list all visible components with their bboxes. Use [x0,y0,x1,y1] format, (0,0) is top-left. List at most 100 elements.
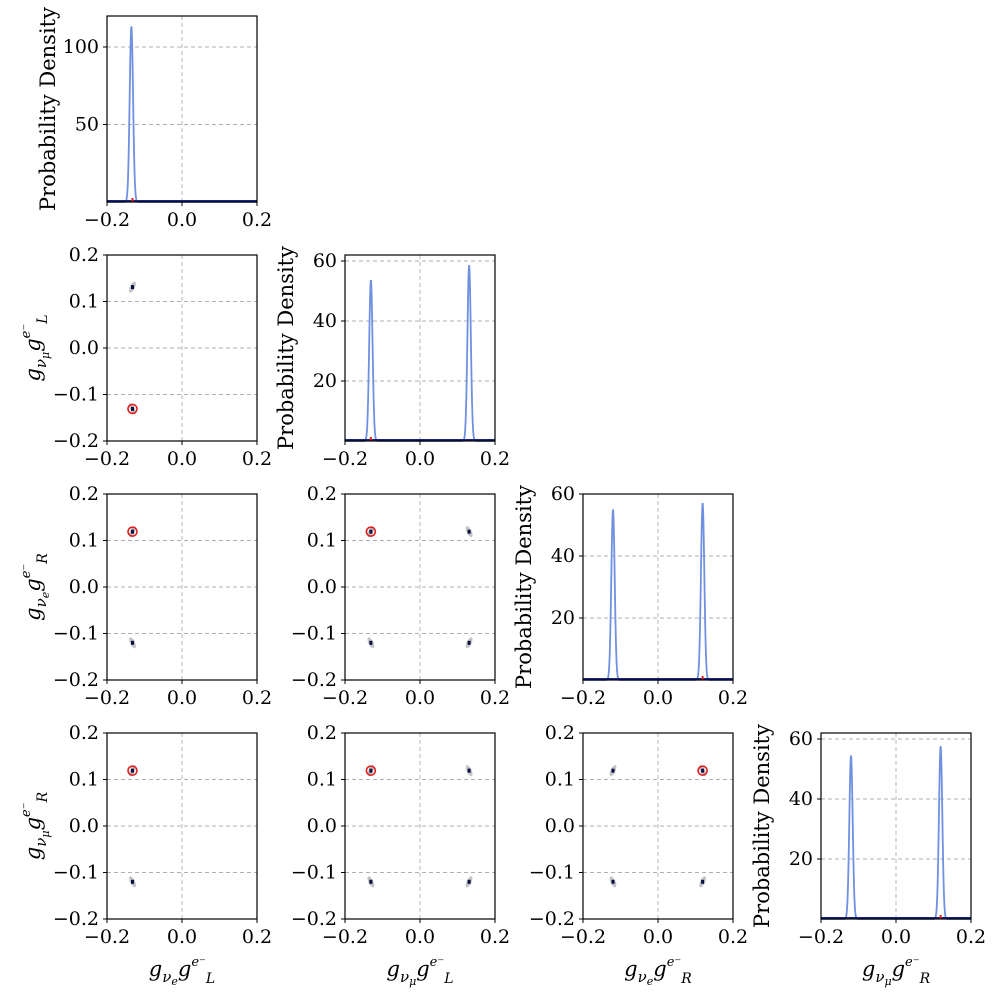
xtick-label: 0.2 [480,687,510,709]
diag-ylabel: Probability Density [36,7,60,211]
truth-marker [365,765,377,776]
xtick-label: 0.0 [643,926,673,948]
ytick-label: −0.2 [291,908,337,930]
ytick-label: 0.1 [69,769,99,791]
ytick-label: 0.0 [307,815,337,837]
ytick-label: 60 [313,250,337,272]
ytick-label: −0.2 [529,908,575,930]
diag-panel-3: 20 40 60 −0.2 0.0 0.2 Probability Density [750,724,986,948]
ytick-label: 0.2 [69,483,99,505]
sample-point [131,768,134,773]
ytick-label: 0.0 [307,576,337,598]
ytick-label: 0.2 [307,483,337,505]
ytick-label: 0.0 [69,337,99,359]
sample-point [131,879,134,884]
ytick-label: 60 [789,728,813,750]
xtick-label: 0.2 [242,448,272,470]
ytick-label: 40 [789,788,813,810]
xtick-label: −0.2 [84,926,130,948]
xtick-label: −0.2 [84,687,130,709]
diag-ylabel: Probability Density [750,724,774,928]
sample-point [369,640,373,645]
xtick-label: −0.2 [84,209,130,231]
svg-text:gνege⁻L: gνege⁻L [149,955,215,988]
ytick-label: 0.0 [69,815,99,837]
sample-point [467,640,471,645]
xtick-label: 0.2 [480,448,510,470]
ytick-label: 0.1 [545,769,575,791]
ytick-label: −0.1 [529,862,575,884]
truth-marker [127,765,138,776]
sample-point [369,529,373,534]
xlabel-col-2: gνege⁻R [624,955,692,988]
sample-point [131,529,134,534]
ytick-label: 0.2 [307,722,337,744]
xtick-label: 0.0 [405,687,435,709]
xtick-label: −0.2 [322,448,368,470]
ytick-label: 20 [313,370,337,392]
xtick-label: 0.2 [718,926,748,948]
scatter-panel-3-0: −0.2 −0.1 0.0 0.1 0.2 −0.2 0.0 0.2 [53,722,272,948]
sample-point [467,879,471,884]
scatter-panel-3-1: −0.2 −0.1 0.0 0.1 0.2 −0.2 0.0 0.2 [291,722,510,948]
xtick-label: 0.2 [718,687,748,709]
truth-marker [127,526,138,537]
ytick-label: 40 [313,310,337,332]
xtick-label: 0.0 [167,687,197,709]
sample-point [369,768,373,773]
sample-point [131,640,134,645]
xtick-label: 0.2 [956,926,986,948]
ytick-label: −0.1 [291,623,337,645]
xtick-label: −0.2 [798,926,844,948]
sample-point [467,768,471,773]
ytick-label: −0.1 [291,862,337,884]
xtick-label: 0.0 [405,926,435,948]
ytick-label: 0.2 [69,722,99,744]
xtick-label: −0.2 [84,448,130,470]
svg-text:gνege⁻R: gνege⁻R [624,955,692,988]
xtick-label: 0.0 [405,448,435,470]
ytick-label: −0.1 [53,862,99,884]
xtick-label: 0.0 [167,448,197,470]
scatter-panel-3-2: −0.2 −0.1 0.0 0.1 0.2 −0.2 0.0 0.2 [529,722,748,948]
sample-point [611,879,615,884]
xtick-label: −0.2 [560,926,606,948]
ytick-label: −0.2 [53,430,99,452]
ytick-label: −0.2 [53,669,99,691]
xtick-label: 0.0 [167,926,197,948]
diag-ylabel: Probability Density [512,485,536,689]
ylabel-row-1: gνμge⁻L [19,314,52,381]
ytick-label: 0.1 [307,769,337,791]
xtick-label: 0.0 [167,209,197,231]
scatter-panel-2-1: −0.2 −0.1 0.0 0.1 0.2 −0.2 0.0 0.2 [291,483,510,709]
ytick-label: −0.1 [53,623,99,645]
ytick-label: −0.1 [53,384,99,406]
ytick-label: 60 [551,483,575,505]
diag-panel-0: 50 100 −0.2 0.0 0.2 Probability Density [36,7,272,231]
diag-panel-1: 20 40 60 −0.2 0.0 0.2 Probability Density [274,246,510,470]
ylabel-row-3: gνμge⁻R [19,791,52,860]
sample-point [701,768,705,773]
ytick-label: 0.1 [69,291,99,313]
sample-point [131,285,134,290]
xtick-label: −0.2 [560,687,606,709]
sample-point [369,879,373,884]
xtick-label: 0.2 [242,926,272,948]
sample-point [131,406,134,411]
xlabel-col-0: gνege⁻L [149,955,215,988]
xtick-label: −0.2 [322,687,368,709]
ytick-label: 0.2 [545,722,575,744]
ytick-label: 100 [63,36,99,58]
ytick-label: 0.1 [307,530,337,552]
svg-text:gνμge⁻R: gνμge⁻R [19,791,52,860]
ytick-label: 20 [551,607,575,629]
xtick-label: −0.2 [322,926,368,948]
xlabel-col-3: gνμge⁻R [862,955,931,988]
ytick-label: 40 [551,545,575,567]
ytick-label: 0.0 [69,576,99,598]
scatter-panel-1-0: −0.2 −0.1 0.0 0.1 0.2 −0.2 0.0 0.2 [53,244,272,470]
sample-point [611,768,615,773]
xtick-label: 0.0 [881,926,911,948]
diag-ylabel: Probability Density [274,246,298,450]
truth-marker [365,526,377,537]
